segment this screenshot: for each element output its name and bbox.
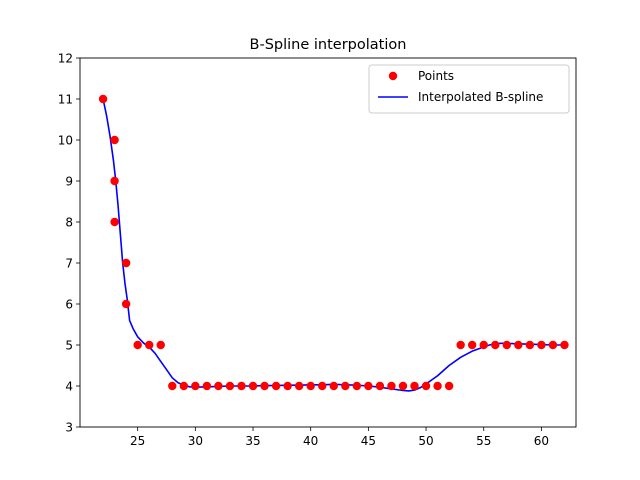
data-point [341, 381, 350, 391]
data-point [179, 381, 189, 391]
data-point [444, 381, 454, 391]
y-tick-label: 8 [65, 216, 73, 230]
data-point [191, 381, 200, 391]
data-point [133, 340, 142, 350]
data-point [329, 381, 338, 391]
data-point [110, 176, 119, 186]
data-point [491, 340, 500, 350]
data-point [271, 381, 281, 391]
data-point [398, 381, 408, 391]
data-point [375, 381, 385, 391]
axes-frame [79, 57, 577, 428]
y-axis: 3 4 5 6 7 8 9 10 11 12 [58, 52, 80, 435]
series-layer [98, 94, 569, 392]
data-point [225, 381, 235, 391]
data-point [548, 340, 558, 350]
chart-title: B-Spline interpolation [250, 37, 407, 53]
y-tick-label: 9 [65, 175, 73, 189]
axes-spines [79, 57, 577, 428]
data-point [121, 299, 131, 309]
y-tick-label: 12 [58, 52, 73, 66]
data-point [560, 340, 569, 350]
data-point [421, 381, 431, 391]
x-tick-label: 40 [303, 434, 318, 448]
x-tick-label: 50 [418, 434, 433, 448]
data-point [145, 340, 154, 350]
data-point [433, 381, 442, 391]
data-point [156, 340, 165, 350]
legend-label-spline: Interpolated B-spline [418, 90, 543, 104]
x-tick-label: 45 [361, 434, 376, 448]
data-point [168, 381, 177, 391]
legend-label-points: Points [418, 69, 454, 83]
data-point [467, 340, 477, 350]
data-point [502, 340, 511, 350]
data-point [110, 135, 119, 145]
data-point [260, 381, 269, 391]
data-point [110, 217, 119, 227]
x-tick-label: 30 [188, 434, 203, 448]
data-point [306, 381, 315, 391]
data-point [479, 340, 488, 350]
data-point [294, 381, 304, 391]
y-tick-label: 10 [58, 134, 73, 148]
x-tick-label: 35 [245, 434, 260, 448]
y-tick-label: 3 [65, 421, 73, 435]
legend: Points Interpolated B-spline [368, 64, 570, 114]
data-point [202, 381, 212, 391]
data-point [352, 381, 362, 391]
data-point [456, 340, 465, 350]
data-point [514, 340, 523, 350]
data-point [318, 381, 327, 391]
data-point [387, 381, 396, 391]
legend-box [368, 64, 570, 114]
legend-marker-points [388, 71, 398, 81]
data-point [98, 94, 108, 104]
data-point [214, 381, 223, 391]
y-tick-label: 4 [65, 380, 73, 394]
x-tick-label: 60 [534, 434, 549, 448]
data-point [248, 381, 258, 391]
x-axis: 25 30 35 40 45 50 55 60 [130, 427, 549, 448]
x-tick-label: 25 [130, 434, 145, 448]
data-point [121, 258, 131, 268]
y-tick-label: 7 [65, 257, 73, 271]
data-point [410, 381, 419, 391]
x-tick-label: 55 [476, 434, 491, 448]
y-tick-label: 5 [65, 339, 73, 353]
data-point [237, 381, 246, 391]
data-point [364, 381, 373, 391]
data-point [525, 340, 535, 350]
y-tick-label: 11 [58, 93, 73, 107]
data-point [283, 381, 292, 391]
y-tick-label: 6 [65, 298, 73, 312]
data-point [537, 340, 546, 350]
